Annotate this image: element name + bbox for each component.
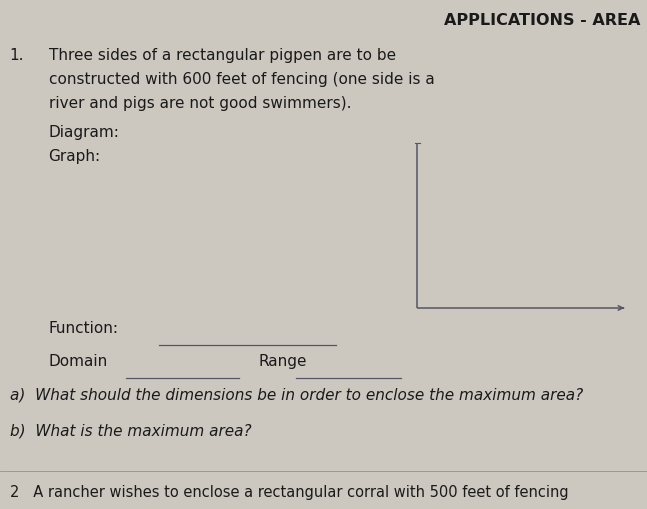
Text: constructed with 600 feet of fencing (one side is a: constructed with 600 feet of fencing (on… — [49, 72, 434, 87]
Text: Diagram:: Diagram: — [49, 125, 120, 139]
Text: APPLICATIONS - AREA: APPLICATIONS - AREA — [444, 13, 641, 27]
Text: a)  What should the dimensions be in order to enclose the maximum area?: a) What should the dimensions be in orde… — [10, 388, 583, 403]
Text: Three sides of a rectangular pigpen are to be: Three sides of a rectangular pigpen are … — [49, 48, 396, 63]
Text: 2   A rancher wishes to enclose a rectangular corral with 500 feet of fencing: 2 A rancher wishes to enclose a rectangu… — [10, 485, 568, 499]
Text: 1.: 1. — [10, 48, 24, 63]
Text: Range: Range — [259, 354, 307, 369]
Text: river and pigs are not good swimmers).: river and pigs are not good swimmers). — [49, 96, 351, 111]
Text: b)  What is the maximum area?: b) What is the maximum area? — [10, 423, 251, 438]
Text: Function:: Function: — [49, 321, 118, 335]
Text: Domain: Domain — [49, 354, 108, 369]
Text: Graph:: Graph: — [49, 149, 101, 163]
